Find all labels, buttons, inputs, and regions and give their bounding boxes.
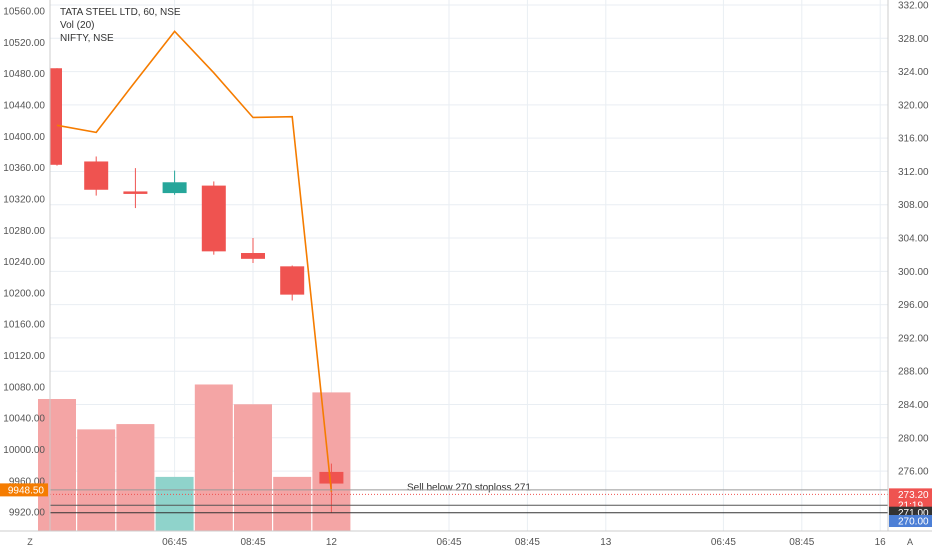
left-axis-tick-label: 10120.00 xyxy=(3,351,45,362)
left-axis-tick-label: 10360.00 xyxy=(3,163,45,174)
right-axis-price-tag-label: 271.00 xyxy=(898,508,929,519)
candle-body xyxy=(84,161,109,190)
right-axis-price-tag xyxy=(889,515,932,528)
volume-bar xyxy=(234,404,272,531)
left-axis-tick-label: 10080.00 xyxy=(3,382,45,393)
right-axis-tick-label: 276.00 xyxy=(898,467,929,478)
nifty-series-line xyxy=(56,30,333,492)
price-candles xyxy=(50,68,344,513)
time-axis[interactable]: 06:45 08:45 12 06:45 08:45 13 06:45 08:45 16 Z A xyxy=(0,530,932,550)
right-axis-price-tag-label: 21:19 xyxy=(898,501,923,512)
volume-bar xyxy=(116,424,155,531)
right-axis-tick-label: 288.00 xyxy=(898,367,929,378)
volume-bar xyxy=(155,476,194,531)
nifty-current-tag xyxy=(0,483,48,497)
candle-body xyxy=(123,191,148,194)
right-price-axis[interactable]: 332.00 328.00 324.00 320.00 316.00 312.00 308.… xyxy=(887,0,932,531)
right-axis-price-tag-label: 273.20 xyxy=(898,490,929,501)
left-axis-tick-label: 10440.00 xyxy=(3,100,45,111)
zoom-corner-button[interactable]: Z xyxy=(27,537,33,547)
time-axis-tick-label: 08:45 xyxy=(789,537,814,548)
left-axis-tick-label: 10520.00 xyxy=(3,38,45,49)
annotation-text: Sell below 270 stoploss 271 xyxy=(407,482,531,493)
volume-bar xyxy=(77,429,116,531)
left-axis-tick-label: 10240.00 xyxy=(3,257,45,268)
horizontal-levels: Sell below 270 stoploss 271 xyxy=(50,482,888,514)
right-axis-tick-label: 292.00 xyxy=(898,333,929,344)
candle-body xyxy=(241,253,265,259)
right-axis-tick-label: 280.00 xyxy=(898,433,929,444)
time-axis-tick-label: 12 xyxy=(326,537,338,548)
right-axis-tick-label: 296.00 xyxy=(898,300,929,311)
right-axis-tick-label: 284.00 xyxy=(898,400,929,411)
time-axis-tick-label: 06:45 xyxy=(436,537,461,548)
symbol-title[interactable]: TATA STEEL LTD, 60, NSE xyxy=(60,7,181,18)
grid-lines xyxy=(50,0,888,531)
left-axis-tick-label: 10400.00 xyxy=(3,132,45,143)
right-axis-tick-label: 316.00 xyxy=(898,134,929,145)
right-axis-price-tag xyxy=(889,488,932,501)
volume-bars xyxy=(38,384,351,531)
nifty-current-label: 9948.50 xyxy=(8,485,45,496)
left-axis-tick-label: 10200.00 xyxy=(3,288,45,299)
candle-body xyxy=(280,266,305,295)
candle-body xyxy=(201,185,226,252)
time-axis-tick-label: 16 xyxy=(875,537,887,548)
left-axis-tick-label: 10560.00 xyxy=(3,6,45,17)
time-axis-tick-label: 08:45 xyxy=(240,537,265,548)
volume-indicator-label[interactable]: Vol (20) xyxy=(60,20,95,31)
right-axis-tick-label: 300.00 xyxy=(898,267,929,278)
candle-body xyxy=(162,182,187,194)
left-axis-tick-label: 10160.00 xyxy=(3,320,45,331)
time-axis-background xyxy=(0,531,932,550)
left-axis-tick-label: 10480.00 xyxy=(3,69,45,80)
candle-body xyxy=(319,471,344,484)
right-axis-tick-label: 328.00 xyxy=(898,34,929,45)
left-price-axis[interactable]: 10560.00 10520.00 10480.00 10440.00 10400.00… xyxy=(0,0,51,531)
left-axis-tick-label: 10320.00 xyxy=(3,194,45,205)
right-axis-tick-label: 332.00 xyxy=(898,0,929,11)
time-axis-tick-label: 13 xyxy=(600,537,612,548)
right-axis-price-tag-label: 270.00 xyxy=(898,517,929,528)
left-axis-tick-label: 10000.00 xyxy=(3,445,45,456)
nifty-compare-line xyxy=(56,30,333,492)
right-axis-tick-label: 320.00 xyxy=(898,100,929,111)
time-axis-tick-label: 08:45 xyxy=(515,537,540,548)
chart-legend: TATA STEEL LTD, 60, NSE Vol (20) NIFTY, … xyxy=(60,6,181,45)
right-axis-tick-label: 304.00 xyxy=(898,234,929,245)
compare-symbol-label[interactable]: NIFTY, NSE xyxy=(60,33,114,44)
left-axis-tick-label: 9920.00 xyxy=(9,508,46,519)
right-axis-tick-label: 324.00 xyxy=(898,67,929,78)
left-axis-tick-label: 10280.00 xyxy=(3,226,45,237)
time-axis-tick-label: 06:45 xyxy=(162,537,187,548)
volume-bar xyxy=(38,399,76,531)
auto-scale-button[interactable]: A xyxy=(907,537,913,547)
left-axis-tick-label: 10040.00 xyxy=(3,414,45,425)
candle-body xyxy=(50,68,62,165)
time-axis-tick-label: 06:45 xyxy=(711,537,736,548)
left-axis-tick-label: 9960.00 xyxy=(9,476,46,487)
volume-bar xyxy=(194,384,233,531)
right-axis-tick-label: 308.00 xyxy=(898,200,929,211)
right-axis-tick-label: 312.00 xyxy=(898,167,929,178)
volume-bar xyxy=(273,476,312,531)
